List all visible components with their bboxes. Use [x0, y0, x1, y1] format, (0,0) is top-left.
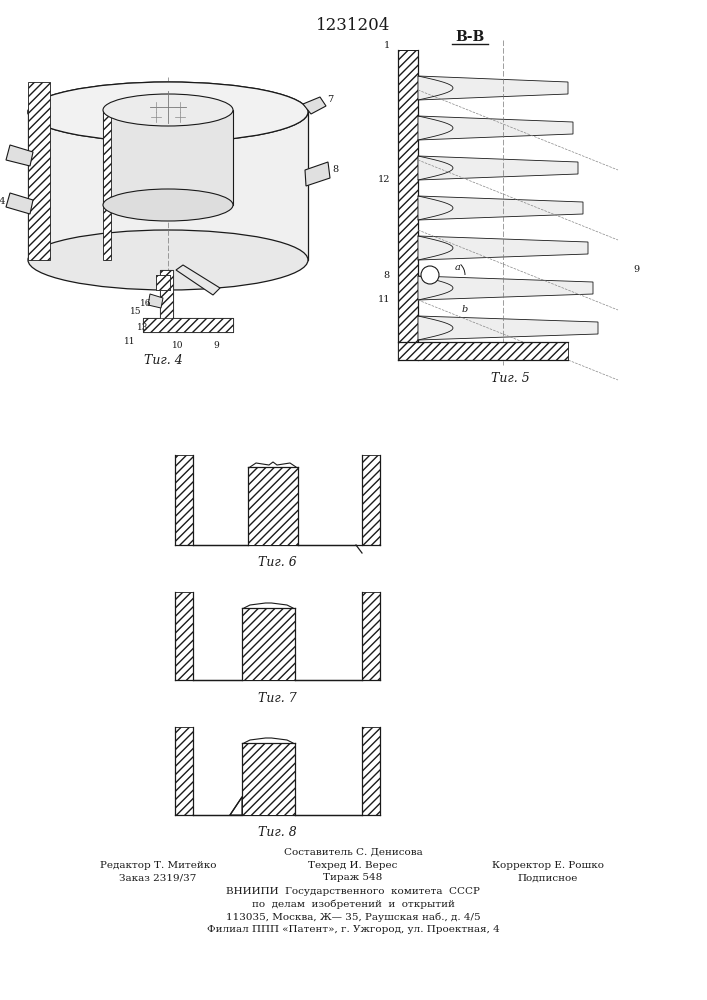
Polygon shape	[160, 270, 173, 325]
Bar	[398, 50, 418, 360]
Bar	[143, 318, 233, 332]
Bar	[28, 112, 308, 260]
Text: Корректор Е. Рошко: Корректор Е. Рошко	[492, 860, 604, 869]
Text: 9: 9	[213, 340, 219, 350]
Text: 11: 11	[378, 296, 390, 304]
Text: Τиг. 5: Τиг. 5	[491, 371, 530, 384]
Text: 1: 1	[384, 40, 390, 49]
Bar	[362, 455, 380, 545]
Text: ВНИИПИ  Государственного  комитета  СССР: ВНИИПИ Государственного комитета СССР	[226, 886, 480, 896]
Circle shape	[421, 266, 439, 284]
Bar	[175, 455, 193, 545]
Bar	[242, 608, 295, 680]
Polygon shape	[418, 276, 593, 300]
Bar	[242, 743, 295, 815]
Text: Τиг. 8: Τиг. 8	[257, 826, 296, 840]
Text: 1231204: 1231204	[316, 16, 390, 33]
Bar	[362, 592, 380, 680]
Bar	[160, 270, 173, 325]
Text: 16: 16	[140, 298, 152, 308]
Bar	[248, 467, 298, 545]
Text: 7: 7	[327, 96, 333, 104]
Text: Техред И. Верес: Техред И. Верес	[308, 860, 397, 869]
Polygon shape	[148, 294, 163, 308]
Bar	[103, 112, 111, 260]
Text: 8: 8	[384, 270, 390, 279]
Text: Тираж 548: Тираж 548	[323, 874, 382, 882]
Text: a: a	[455, 262, 461, 271]
Text: Составитель С. Денисова: Составитель С. Денисова	[284, 848, 422, 856]
Text: 113035, Москва, Ж— 35, Раушская наб., д. 4/5: 113035, Москва, Ж— 35, Раушская наб., д.…	[226, 912, 480, 922]
Text: 13: 13	[137, 324, 148, 332]
Ellipse shape	[28, 82, 308, 142]
Bar	[175, 727, 193, 815]
Polygon shape	[176, 265, 220, 295]
Text: Τиг. 4: Τиг. 4	[144, 354, 182, 366]
Bar	[28, 82, 50, 260]
Bar	[103, 110, 233, 205]
Text: 14: 14	[0, 198, 6, 207]
Polygon shape	[6, 145, 33, 166]
Text: В-В: В-В	[455, 30, 484, 44]
Bar	[398, 342, 568, 360]
Text: Τиг. 6: Τиг. 6	[257, 556, 296, 570]
Polygon shape	[418, 316, 598, 340]
Text: 11: 11	[124, 338, 136, 347]
Bar	[362, 727, 380, 815]
Bar	[143, 318, 233, 332]
Polygon shape	[418, 196, 583, 220]
Text: 12: 12	[378, 176, 390, 184]
Polygon shape	[418, 76, 568, 100]
Text: Филиал ППП «Патент», г. Ужгород, ул. Проектная, 4: Филиал ППП «Патент», г. Ужгород, ул. Про…	[206, 926, 499, 934]
Polygon shape	[303, 97, 326, 114]
Text: 10: 10	[173, 340, 184, 350]
Bar	[156, 275, 170, 290]
Polygon shape	[305, 162, 330, 186]
Text: 9: 9	[633, 265, 639, 274]
Bar	[175, 592, 193, 680]
Polygon shape	[418, 236, 588, 260]
Ellipse shape	[103, 94, 233, 126]
Polygon shape	[156, 275, 170, 290]
Text: Заказ 2319/37: Заказ 2319/37	[119, 874, 197, 882]
Ellipse shape	[103, 189, 233, 221]
Ellipse shape	[28, 230, 308, 290]
Text: b: b	[462, 306, 468, 314]
Text: Подписное: Подписное	[518, 874, 578, 882]
Text: Редактор Т. Митейко: Редактор Т. Митейко	[100, 860, 216, 869]
Polygon shape	[6, 193, 33, 214]
Text: Τиг. 7: Τиг. 7	[257, 692, 296, 704]
Ellipse shape	[28, 82, 308, 142]
Text: по  делам  изобретений  и  открытий: по делам изобретений и открытий	[252, 899, 455, 909]
Polygon shape	[418, 116, 573, 140]
Text: 15: 15	[130, 308, 142, 316]
Polygon shape	[418, 156, 578, 180]
Text: 8: 8	[332, 165, 338, 174]
Polygon shape	[230, 797, 242, 815]
